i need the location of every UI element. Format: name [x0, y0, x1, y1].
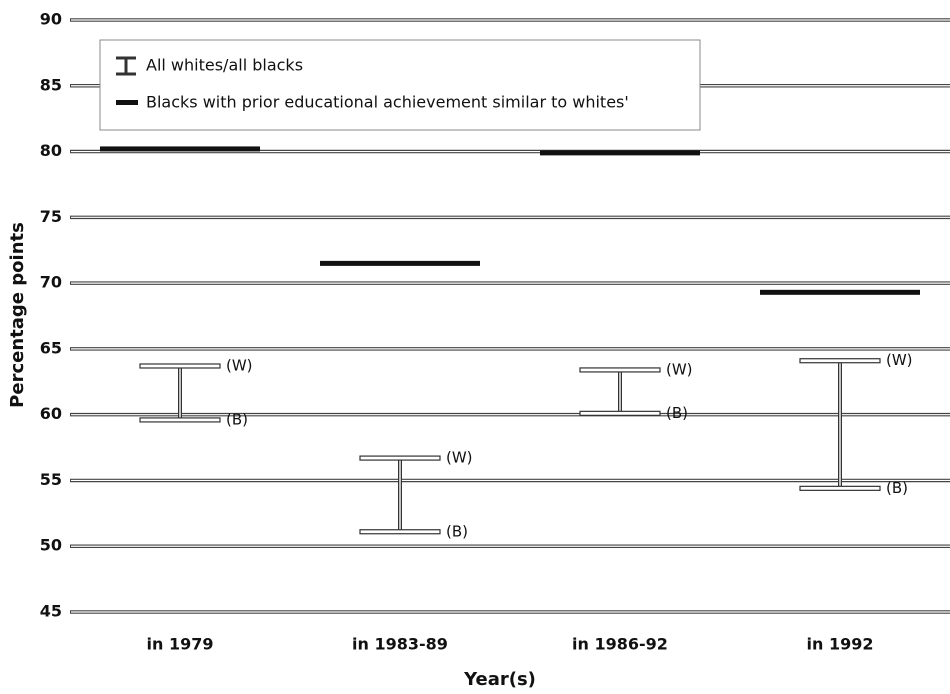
range-low-cap — [139, 417, 221, 423]
low-label: (B) — [226, 410, 248, 428]
y-tick-label: 70 — [40, 273, 62, 292]
x-axis-label: Year(s) — [463, 669, 536, 690]
y-axis-label: Percentage points — [7, 222, 28, 408]
range-high-cap — [359, 455, 441, 461]
bar-mark — [320, 260, 480, 266]
high-label: (W) — [886, 351, 913, 369]
y-tick-label: 80 — [40, 141, 62, 160]
range-low-cap — [579, 410, 661, 416]
y-tick-label: 45 — [40, 602, 62, 621]
bar-mark — [540, 150, 700, 156]
low-label: (B) — [446, 522, 468, 540]
legend-box — [99, 39, 701, 131]
y-tick-label: 50 — [40, 536, 62, 555]
y-tick-label: 85 — [40, 75, 62, 94]
high-label: (W) — [666, 360, 693, 378]
y-tick-label: 65 — [40, 338, 62, 357]
x-tick-label: in 1992 — [807, 635, 874, 654]
y-tick-label: 90 — [40, 10, 62, 29]
low-label: (B) — [666, 404, 688, 422]
y-tick-label: 75 — [40, 207, 62, 226]
x-tick-label: in 1979 — [147, 635, 214, 654]
low-label: (B) — [886, 479, 908, 497]
y-tick-label: 55 — [40, 470, 62, 489]
range-low-cap — [799, 485, 881, 491]
range-high-cap — [579, 367, 661, 373]
x-tick-label: in 1983-89 — [352, 635, 448, 654]
range-low-cap — [359, 529, 441, 535]
legend-label: All whites/all blacks — [146, 56, 303, 75]
bar-mark — [100, 146, 260, 152]
bar-mark — [760, 289, 920, 295]
high-label: (W) — [226, 356, 253, 374]
legend-label: Blacks with prior educational achievemen… — [146, 93, 629, 112]
x-tick-label: in 1986-92 — [572, 635, 668, 654]
legend-bar — [116, 100, 138, 105]
range-high-cap — [799, 358, 881, 364]
high-label: (W) — [446, 449, 473, 467]
y-tick-label: 60 — [40, 404, 62, 423]
range-high-cap — [139, 363, 221, 369]
